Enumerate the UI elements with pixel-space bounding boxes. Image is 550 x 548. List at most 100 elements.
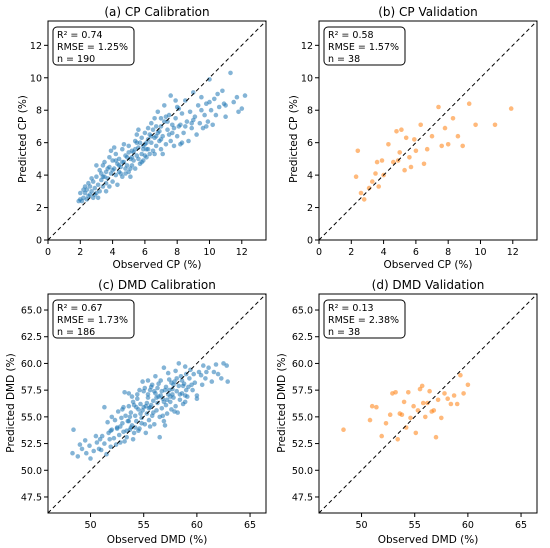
data-point <box>355 148 361 154</box>
data-point <box>153 374 158 379</box>
data-point <box>386 142 391 147</box>
data-point <box>393 390 398 395</box>
data-point <box>124 155 130 160</box>
data-point <box>195 103 201 108</box>
data-point <box>460 143 466 149</box>
data-point <box>473 122 478 128</box>
points-layer <box>353 101 514 202</box>
data-point <box>166 377 172 382</box>
data-point <box>429 133 435 139</box>
identity-line <box>47 293 267 514</box>
data-point <box>112 417 118 423</box>
data-point <box>102 159 107 165</box>
data-point <box>221 361 226 366</box>
data-point <box>399 412 405 418</box>
data-point <box>157 434 162 440</box>
data-point <box>176 383 182 389</box>
data-point <box>144 400 150 406</box>
data-point <box>98 447 104 453</box>
data-point <box>126 403 132 409</box>
data-point <box>198 372 204 378</box>
points-layer <box>341 372 471 442</box>
data-point <box>168 93 173 98</box>
stat-n: n = 38 <box>328 327 360 338</box>
data-point <box>176 361 182 366</box>
plot-frame <box>318 293 538 514</box>
data-point <box>173 368 178 374</box>
data-point <box>79 446 85 452</box>
plot-frame <box>47 293 267 514</box>
data-point <box>91 448 96 454</box>
data-point <box>155 109 161 115</box>
data-point <box>161 399 167 405</box>
data-point <box>102 441 107 446</box>
plot-frame <box>318 20 538 241</box>
data-point <box>412 137 417 142</box>
data-point <box>223 114 228 119</box>
data-point <box>152 116 157 121</box>
data-point <box>77 442 83 447</box>
y-tick-label: 6 <box>307 138 313 149</box>
data-point <box>212 96 217 102</box>
y-tick-label: 8 <box>36 106 42 117</box>
data-point <box>139 159 144 165</box>
data-point <box>216 104 222 110</box>
data-point <box>445 142 451 147</box>
data-point <box>408 415 413 421</box>
data-point <box>448 401 454 407</box>
data-point <box>199 94 204 100</box>
data-point <box>172 409 177 414</box>
data-point <box>102 404 107 410</box>
data-point <box>213 112 219 118</box>
data-point <box>144 146 149 152</box>
data-point <box>97 437 103 442</box>
stat-rmse: RMSE = 1.57% <box>328 42 399 53</box>
data-point <box>173 116 178 121</box>
data-point <box>374 404 379 410</box>
data-point <box>383 421 389 426</box>
data-point <box>421 161 427 167</box>
data-point <box>115 182 120 188</box>
data-point <box>435 397 441 403</box>
data-point <box>144 140 149 145</box>
x-tick-label: 50 <box>355 520 367 531</box>
y-tick-label: 50.0 <box>21 466 42 477</box>
data-point <box>185 394 190 399</box>
data-point <box>406 390 411 395</box>
data-point <box>451 393 457 398</box>
data-point <box>131 430 137 436</box>
x-axis-label: Observed DMD (%) <box>378 534 479 546</box>
data-point <box>179 378 185 383</box>
data-point <box>124 428 129 434</box>
data-point <box>157 129 162 134</box>
data-point <box>145 392 151 397</box>
data-point <box>181 130 186 136</box>
data-point <box>153 124 159 129</box>
data-point <box>141 146 146 152</box>
data-point <box>109 427 115 433</box>
data-point <box>111 435 117 441</box>
data-point <box>197 120 203 126</box>
stats-box: R² = 0.67 RMSE = 1.73% n = 186 <box>52 299 135 339</box>
data-point <box>138 401 143 407</box>
y-tick-label: 65.0 <box>292 306 313 317</box>
data-point <box>177 397 183 403</box>
data-point <box>180 383 186 389</box>
tick-layer: 0 2 4 6 8 10 12 0 2 4 6 8 10 12 <box>301 41 519 258</box>
data-point <box>183 387 189 393</box>
data-point <box>189 382 194 388</box>
data-point <box>171 125 177 131</box>
data-point <box>231 99 236 105</box>
data-point <box>455 133 461 139</box>
data-point <box>132 413 138 419</box>
data-point <box>128 166 133 171</box>
data-point <box>202 112 207 118</box>
data-point <box>107 155 112 160</box>
stats-box: R² = 0.13 RMSE = 2.38% n = 38 <box>323 299 406 339</box>
data-point <box>206 365 211 371</box>
data-point <box>152 388 157 394</box>
data-point <box>228 70 233 76</box>
data-point <box>146 406 152 411</box>
data-point <box>134 132 140 137</box>
stats-box-frame <box>323 26 406 66</box>
